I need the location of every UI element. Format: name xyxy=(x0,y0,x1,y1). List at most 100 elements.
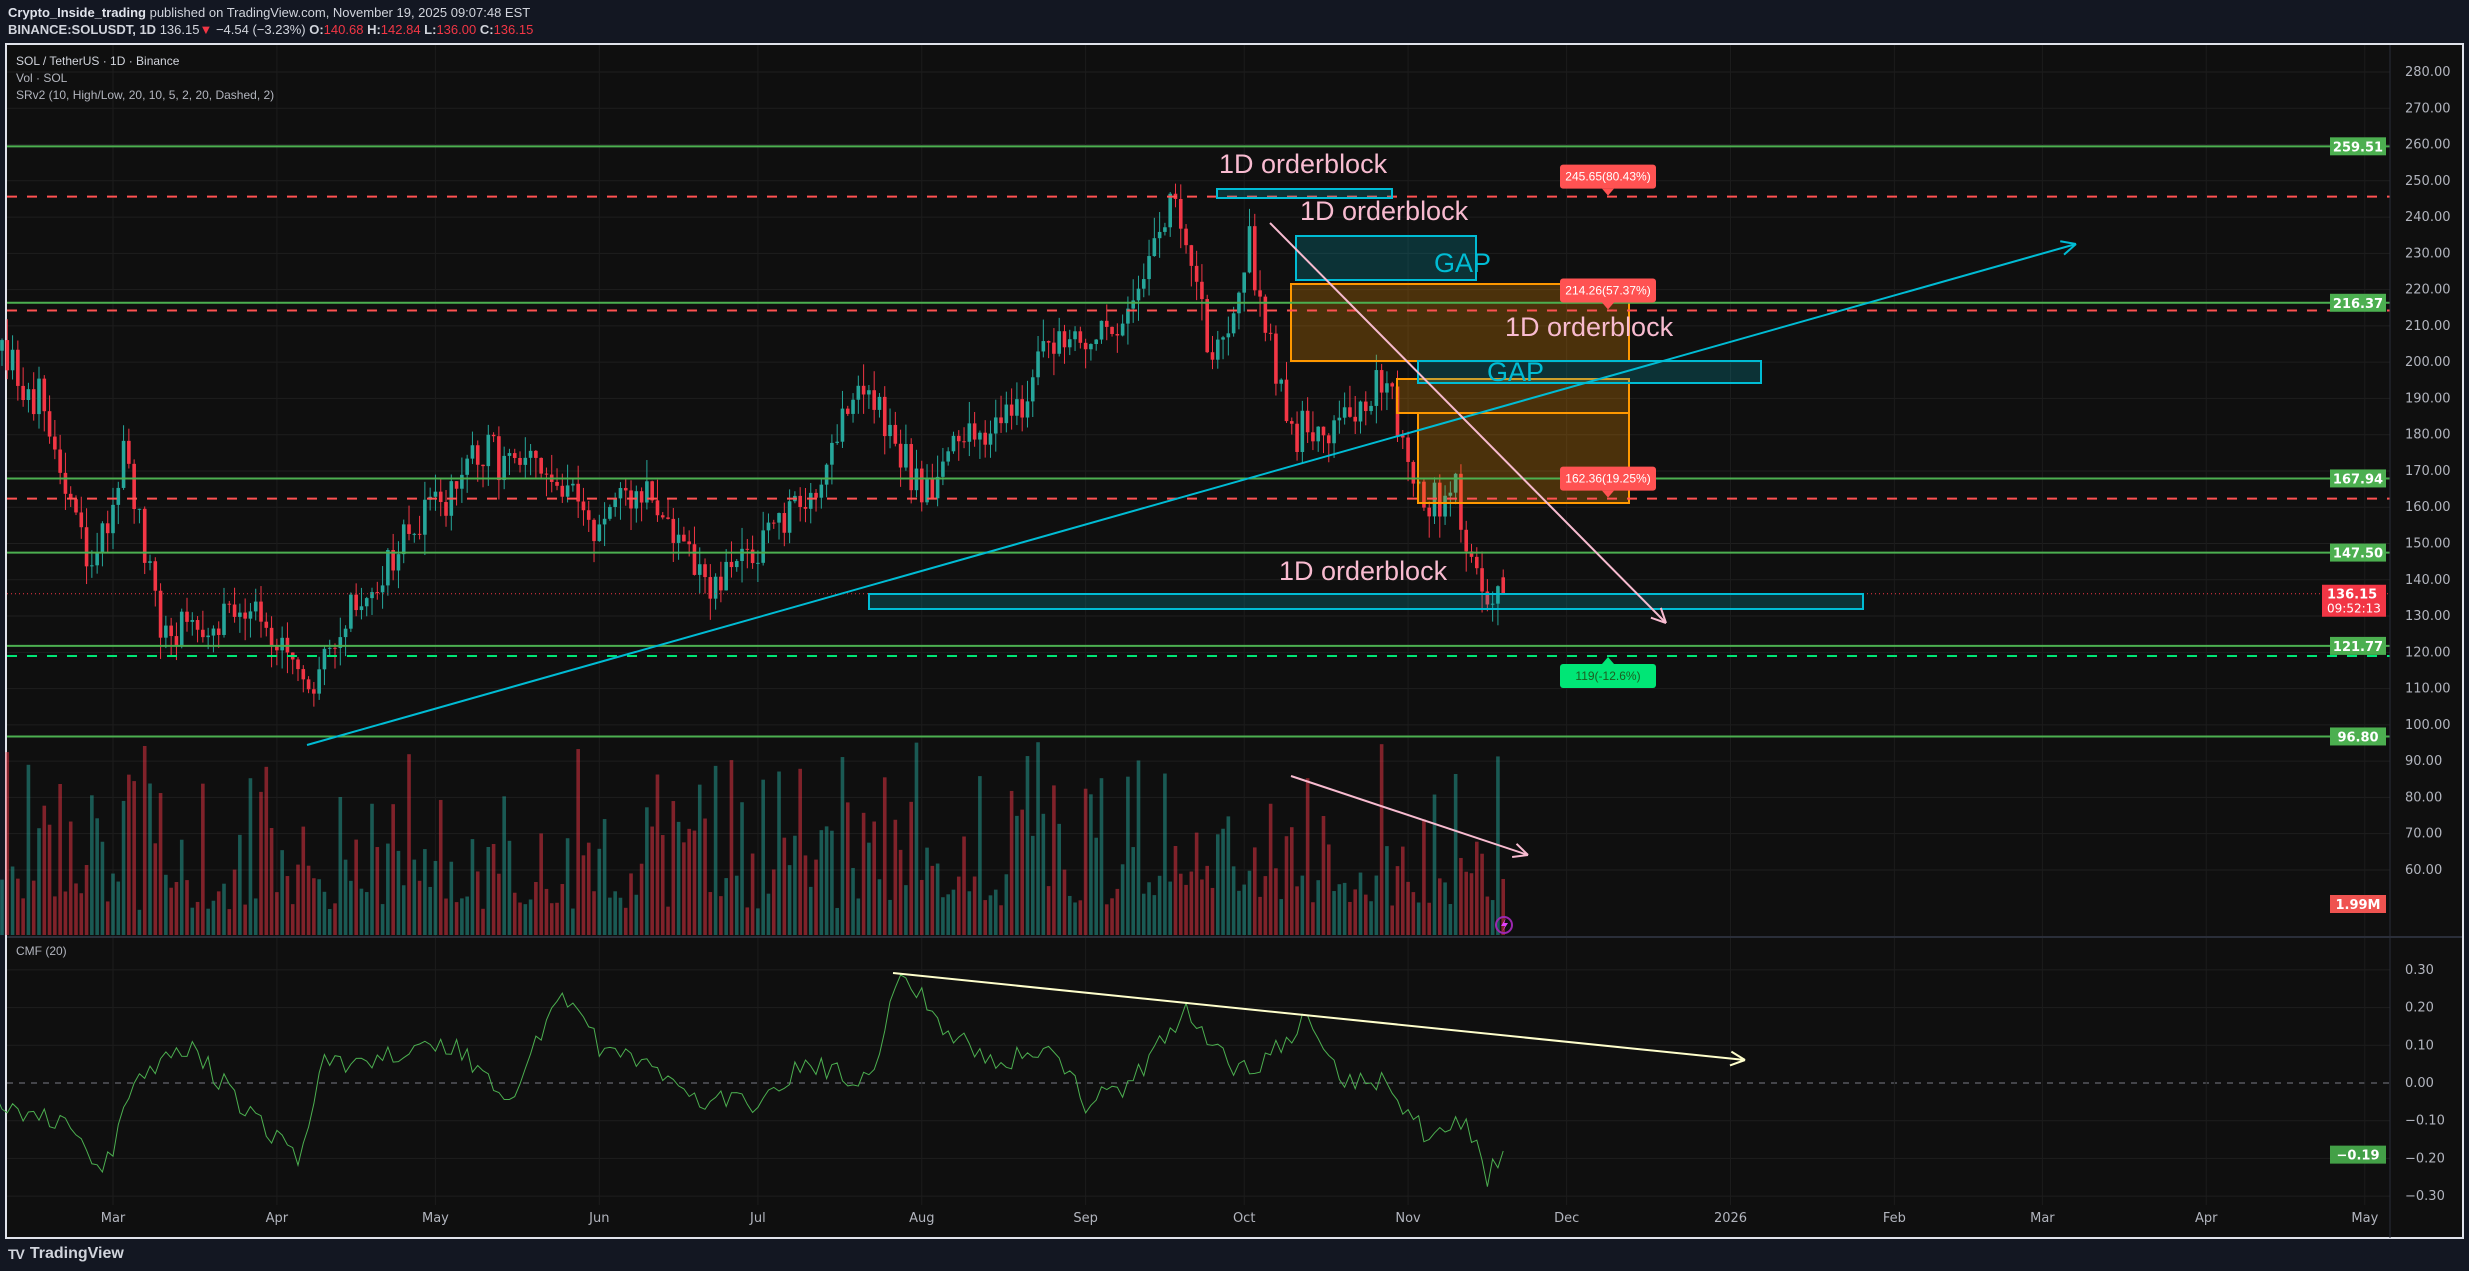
candle-body xyxy=(983,432,987,445)
volume-bar xyxy=(465,896,469,935)
candle-body xyxy=(1009,404,1014,416)
candle-body xyxy=(856,385,861,400)
price-axis-label: 80.00 xyxy=(2405,790,2442,805)
price-axis-label: 140.00 xyxy=(2405,573,2451,588)
volume-bar xyxy=(565,838,570,935)
candle-body xyxy=(1221,337,1225,340)
legend-cmf[interactable]: CMF (20) xyxy=(16,944,67,958)
close-value: 136.15 xyxy=(493,22,534,37)
volume-bar xyxy=(703,818,707,935)
candle-body xyxy=(142,508,147,563)
price-axis-label: 120.00 xyxy=(2405,645,2451,660)
volume-bar xyxy=(1173,845,1178,935)
volume-bar xyxy=(1416,902,1421,935)
volume-bar xyxy=(988,895,993,935)
candle-body xyxy=(401,524,406,555)
target-tag[interactable]: 162.36(19.25%) xyxy=(1560,466,1656,498)
volume-bar xyxy=(898,849,903,935)
volume-bar xyxy=(1469,873,1474,935)
volume-bar xyxy=(1099,778,1104,935)
candle-body xyxy=(10,349,15,371)
target-tag[interactable]: 245.65(80.43%) xyxy=(1560,164,1656,196)
rising-trendline-arrow[interactable] xyxy=(306,240,2077,746)
volume-bar xyxy=(5,752,10,935)
candle-body xyxy=(238,612,242,617)
candle-body xyxy=(359,606,364,611)
volume-bar xyxy=(1427,902,1432,935)
volume-bar xyxy=(1004,874,1009,935)
price-axis-label: 200.00 xyxy=(2405,355,2451,370)
candle-body xyxy=(1163,227,1167,232)
author-name[interactable]: Crypto_Inside_trading xyxy=(8,5,146,20)
volume-bar xyxy=(227,909,232,935)
volume-bar xyxy=(259,791,263,935)
candle-body xyxy=(1263,296,1268,333)
candle-body xyxy=(148,561,152,563)
orderblock-label: 1D orderblock xyxy=(1300,196,1469,226)
volume-bar xyxy=(893,819,898,935)
candle-body xyxy=(1226,333,1231,338)
candle-body xyxy=(523,457,528,465)
candle-body xyxy=(978,432,982,440)
candle-body xyxy=(1099,320,1104,340)
price-axis-label: 70.00 xyxy=(2405,827,2442,842)
chart-frame[interactable] xyxy=(5,43,2464,1239)
candle-body xyxy=(787,501,792,533)
volume-bar xyxy=(417,880,422,935)
legend-srv2[interactable]: SRv2 (10, High/Low, 20, 10, 5, 2, 20, Da… xyxy=(16,88,275,102)
low-value: 136.00 xyxy=(436,22,477,37)
volume-bar xyxy=(740,802,744,935)
candle-body xyxy=(475,445,480,465)
volume-bar xyxy=(539,833,543,935)
volume-bar xyxy=(512,892,517,935)
brand-name: TradingView xyxy=(29,1245,124,1262)
tag-pointer-icon xyxy=(1602,188,1614,196)
candle-body xyxy=(1073,331,1077,340)
footer-brand[interactable]: TV TradingView xyxy=(8,1245,124,1263)
volume-bar xyxy=(222,883,226,935)
falling-trendline-arrow[interactable] xyxy=(1269,222,1667,624)
candle-body xyxy=(851,399,855,414)
candle-body xyxy=(153,561,158,591)
volume-bar xyxy=(216,891,221,935)
volume-bar xyxy=(79,893,84,935)
volume-bar xyxy=(919,879,924,935)
target-tag[interactable]: 119(-12.6%) xyxy=(1560,656,1656,688)
volume-bar xyxy=(1337,884,1342,935)
candle-body xyxy=(179,611,184,646)
legend-symbol[interactable]: SOL / TetherUS · 1D · Binance xyxy=(16,54,180,68)
volume-bar xyxy=(164,874,168,935)
candle-body xyxy=(803,506,808,509)
cmf-trend-arrow[interactable] xyxy=(892,972,1746,1067)
volume-bar xyxy=(1030,835,1035,935)
volume-bar xyxy=(1200,879,1204,935)
volume-bar xyxy=(729,760,734,935)
candle-body xyxy=(26,389,31,401)
candle-body xyxy=(502,455,506,481)
volume-bar xyxy=(232,869,237,935)
volume-bar xyxy=(327,908,332,935)
arrowhead-icon xyxy=(1515,843,1529,856)
volume-bar xyxy=(507,840,512,935)
target-tag[interactable]: 214.26(57.37%) xyxy=(1560,278,1656,310)
volume-bar xyxy=(190,907,195,935)
candle-body xyxy=(845,408,850,414)
volume-bar xyxy=(1316,880,1321,935)
candle-body xyxy=(819,484,824,498)
price-axis-label: 150.00 xyxy=(2405,537,2451,552)
volume-trend-arrow[interactable] xyxy=(1290,775,1529,859)
lightning-icon[interactable] xyxy=(1495,916,1513,934)
volume-bar xyxy=(840,757,845,935)
volume-bar xyxy=(1025,756,1030,935)
candle-body xyxy=(1247,226,1252,273)
volume-bar xyxy=(523,904,528,935)
legend-volume[interactable]: Vol · SOL xyxy=(16,71,68,85)
volume-bar xyxy=(63,891,68,935)
price-axis-label: 210.00 xyxy=(2405,319,2451,334)
target-tag-label: 214.26(57.37%) xyxy=(1565,283,1650,297)
candle-body xyxy=(660,515,665,518)
candle-body xyxy=(1400,435,1405,438)
candle-body xyxy=(830,442,834,465)
